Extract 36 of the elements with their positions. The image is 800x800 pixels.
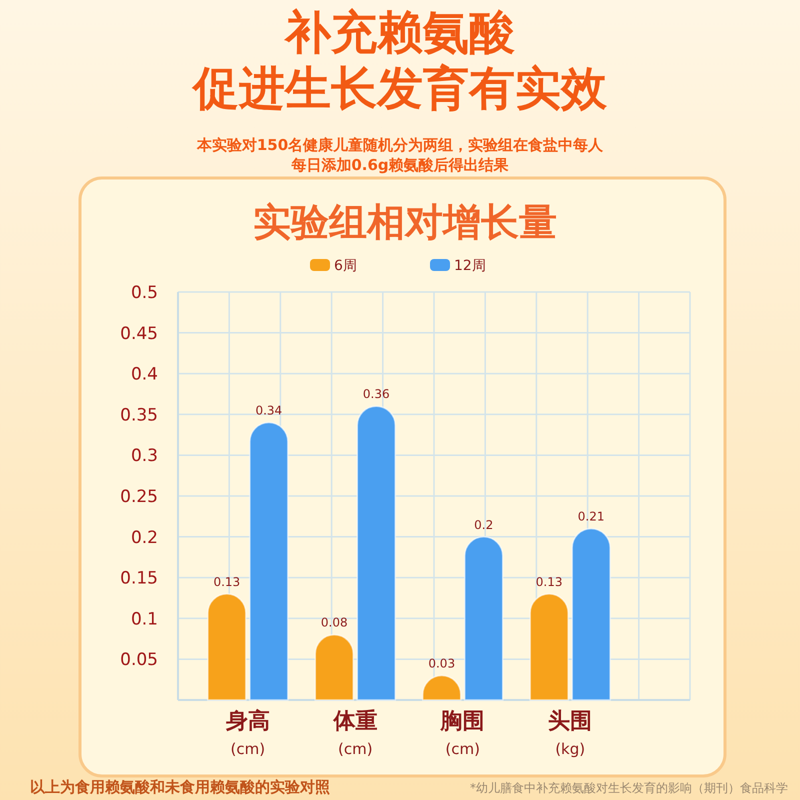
data-label: 0.03 bbox=[428, 656, 456, 671]
x-tick-label: 胸围 (cm) bbox=[440, 709, 485, 758]
chart-subtitle: 实验组相对增长量 bbox=[253, 200, 557, 244]
y-tick-label: 0.5 bbox=[130, 283, 158, 303]
bar bbox=[207, 593, 247, 701]
legend-label: 12周 bbox=[454, 258, 486, 274]
y-tick-label: 0.05 bbox=[120, 650, 158, 670]
text: *幼儿膳食中补充赖氨酸对生长发育的影响（期刊）食品科学 bbox=[470, 781, 788, 795]
text: 本实验对150名健康儿童随机分为两组，实验组在食盐中每人每日添加0.6g赖氨酸后得出结果 bbox=[196, 136, 604, 174]
bar bbox=[571, 528, 611, 701]
y-tick-label: 0.35 bbox=[120, 405, 158, 426]
x-tick-label: 体重 (cm) bbox=[332, 709, 378, 758]
y-tick-label: 0.1 bbox=[130, 609, 158, 630]
data-label: 0.21 bbox=[578, 510, 605, 524]
bar bbox=[464, 536, 504, 701]
x-tick-label: 头围 (kg) bbox=[548, 709, 592, 758]
bar bbox=[249, 422, 289, 701]
bar bbox=[529, 593, 569, 701]
data-label: 0.34 bbox=[255, 404, 282, 418]
bar bbox=[356, 406, 396, 701]
text: 以上为食用赖氨酸和未食用赖氨酸的实验对照 bbox=[30, 778, 330, 796]
x-tick-label: 身高 (cm) bbox=[224, 708, 270, 758]
data-label: 0.13 bbox=[213, 574, 240, 589]
y-tick-label: 0.2 bbox=[130, 528, 158, 548]
legend-label: 6周 bbox=[334, 258, 357, 274]
bar bbox=[314, 634, 354, 701]
y-tick-label: 0.25 bbox=[120, 487, 158, 507]
chart-title: 补充赖氨酸促进生长发育有实效 bbox=[191, 5, 608, 115]
data-label: 0.2 bbox=[474, 518, 494, 532]
data-label: 0.36 bbox=[362, 387, 390, 402]
data-label: 0.08 bbox=[320, 616, 348, 630]
y-tick-label: 0.4 bbox=[130, 364, 158, 385]
data-label: 0.13 bbox=[536, 574, 563, 589]
y-tick-label: 0.3 bbox=[130, 446, 158, 466]
y-tick-label: 0.45 bbox=[120, 324, 158, 344]
y-tick-label: 0.15 bbox=[120, 568, 158, 589]
